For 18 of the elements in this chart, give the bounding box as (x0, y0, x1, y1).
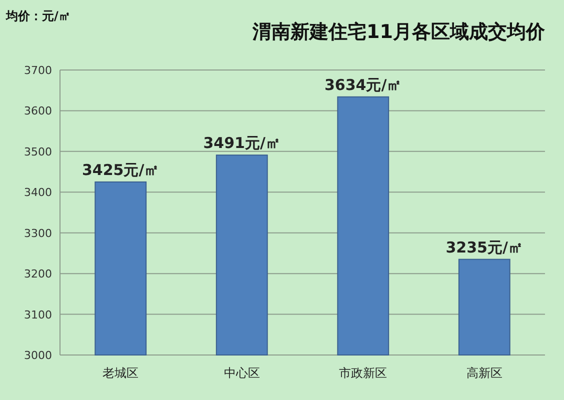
chart-title: 渭南新建住宅11月各区域成交均价 (252, 21, 546, 43)
x-tick-label: 高新区 (466, 366, 502, 380)
y-tick-label: 3200 (24, 268, 52, 281)
y-tick-label: 3100 (24, 308, 52, 322)
data-label: 3235元/㎡ (446, 238, 523, 256)
y-tick-label: 3700 (24, 64, 52, 77)
x-tick-label: 中心区 (224, 366, 260, 380)
x-tick-label: 老城区 (102, 366, 139, 380)
y-tick-label: 3600 (24, 104, 52, 118)
y-tick-label: 3500 (24, 145, 52, 158)
data-label: 3491元/㎡ (203, 134, 280, 152)
y-axis-title: 均价：元/㎡ (5, 9, 70, 23)
y-tick-label: 3300 (24, 226, 52, 240)
data-label: 3425元/㎡ (82, 160, 160, 179)
y-tick-label: 3400 (24, 186, 52, 200)
data-label: 3634元/㎡ (324, 76, 402, 94)
x-tick-label: 市政新区 (339, 366, 388, 380)
y-tick-label: 3000 (24, 349, 52, 362)
